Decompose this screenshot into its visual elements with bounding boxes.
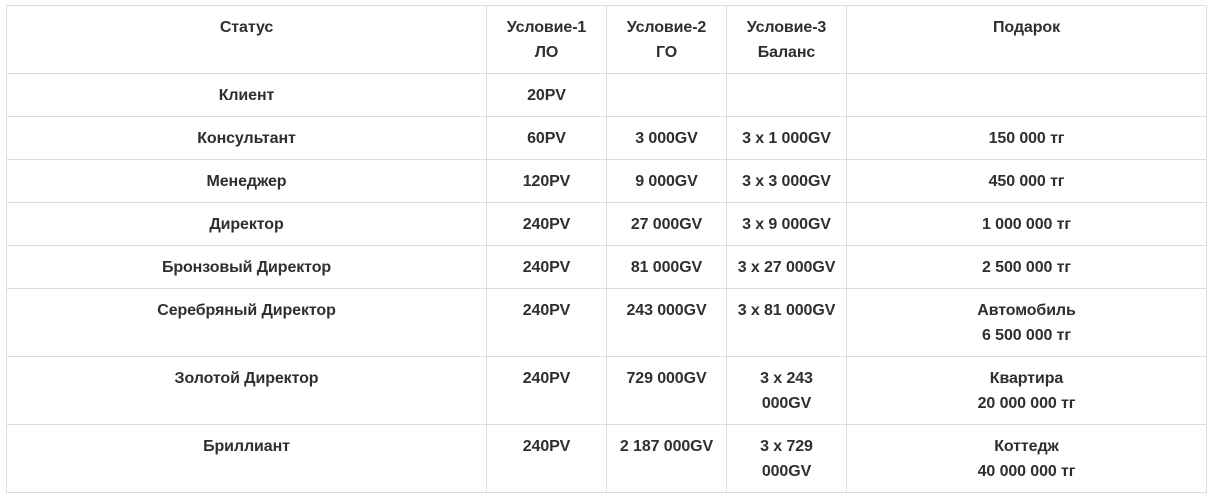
- cell-status: Консультант: [6, 116, 487, 160]
- header-gift-label: Подарок: [993, 19, 1060, 36]
- cell-gift: 1 000 000 тг: [846, 202, 1207, 246]
- cell-condition-2: [606, 73, 727, 117]
- cell-condition-3-line1: 3 x 27 000GV: [737, 259, 836, 276]
- table-row: Серебряный Директор 240PV 243 000GV 3 x …: [6, 288, 1207, 357]
- cell-condition-3: 3 x 3 000GV: [726, 159, 847, 203]
- cell-condition-3-line1: 3 x 3 000GV: [742, 173, 831, 190]
- cell-gift: Коттедж 40 000 000 тг: [846, 424, 1207, 493]
- cell-condition-2: 729 000GV: [606, 356, 727, 425]
- header-condition-3-title: Условие-3: [746, 19, 827, 36]
- cell-gift-line2: 20 000 000 тг: [977, 395, 1076, 412]
- cell-condition-1: 240PV: [486, 202, 607, 246]
- cell-gift: 150 000 тг: [846, 116, 1207, 160]
- cell-status: Бриллиант: [6, 424, 487, 493]
- cell-gift-line1: 1 000 000 тг: [982, 216, 1071, 233]
- cell-condition-1: 240PV: [486, 245, 607, 289]
- cell-condition-3: 3 x 9 000GV: [726, 202, 847, 246]
- cell-status: Менеджер: [6, 159, 487, 203]
- cell-condition-3: 3 x 729 000GV: [726, 424, 847, 493]
- cell-gift-line1: Квартира: [989, 370, 1064, 387]
- cell-condition-1: 60PV: [486, 116, 607, 160]
- cell-condition-3-line2: 000GV: [761, 463, 812, 480]
- header-gift: Подарок: [846, 5, 1207, 74]
- cell-gift-line1: 150 000 тг: [988, 130, 1065, 147]
- cell-condition-1: 120PV: [486, 159, 607, 203]
- cell-gift-line1: 450 000 тг: [988, 173, 1065, 190]
- cell-status: Серебряный Директор: [6, 288, 487, 357]
- header-condition-3: Условие-3 Баланс: [726, 5, 847, 74]
- cell-condition-3: 3 x 1 000GV: [726, 116, 847, 160]
- header-status-label: Статус: [219, 19, 274, 36]
- header-condition-1: Условие-1 ЛО: [486, 5, 607, 74]
- cell-status: Бронзовый Директор: [6, 245, 487, 289]
- cell-condition-3-line1: 3 x 9 000GV: [742, 216, 831, 233]
- cell-condition-2: 2 187 000GV: [606, 424, 727, 493]
- cell-condition-3-line1: 3 x 81 000GV: [737, 302, 836, 319]
- table-row: Золотой Директор 240PV 729 000GV 3 x 243…: [6, 356, 1207, 425]
- header-condition-2: Условие-2 ГО: [606, 5, 727, 74]
- table-row: Бронзовый Директор 240PV 81 000GV 3 x 27…: [6, 245, 1207, 289]
- header-condition-2-title: Условие-2: [626, 19, 707, 36]
- cell-condition-2: 243 000GV: [606, 288, 727, 357]
- cell-condition-2: 3 000GV: [606, 116, 727, 160]
- cell-gift-line1: 2 500 000 тг: [982, 259, 1071, 276]
- cell-condition-3-line2: 000GV: [761, 395, 812, 412]
- table-row: Бриллиант 240PV 2 187 000GV 3 x 729 000G…: [6, 424, 1207, 493]
- cell-gift: 2 500 000 тг: [846, 245, 1207, 289]
- table-row: Клиент 20PV: [6, 73, 1207, 117]
- cell-gift: 450 000 тг: [846, 159, 1207, 203]
- cell-condition-1: 240PV: [486, 424, 607, 493]
- cell-condition-1: 240PV: [486, 288, 607, 357]
- cell-status: Директор: [6, 202, 487, 246]
- cell-gift-line1: Автомобиль: [977, 302, 1076, 319]
- cell-gift-line1: Коттедж: [994, 438, 1059, 455]
- status-table: Статус Условие-1 ЛО Условие-2 ГО Условие…: [6, 5, 1207, 493]
- cell-status: Клиент: [6, 73, 487, 117]
- page: Статус Условие-1 ЛО Условие-2 ГО Условие…: [6, 5, 1207, 493]
- cell-condition-3: [726, 73, 847, 117]
- cell-condition-3-line1: 3 x 1 000GV: [742, 130, 831, 147]
- cell-condition-3: 3 x 81 000GV: [726, 288, 847, 357]
- header-condition-1-subtitle: ЛО: [534, 44, 559, 61]
- table-header-row: Статус Условие-1 ЛО Условие-2 ГО Условие…: [6, 5, 1207, 74]
- cell-gift: [846, 73, 1207, 117]
- cell-gift: Квартира 20 000 000 тг: [846, 356, 1207, 425]
- header-condition-3-subtitle: Баланс: [757, 44, 816, 61]
- cell-condition-3: 3 x 27 000GV: [726, 245, 847, 289]
- table-row: Директор 240PV 27 000GV 3 x 9 000GV 1 00…: [6, 202, 1207, 246]
- cell-gift-line2: 6 500 000 тг: [982, 327, 1071, 344]
- cell-condition-3-line1: 3 x 243: [760, 370, 813, 387]
- cell-condition-3: 3 x 243 000GV: [726, 356, 847, 425]
- cell-condition-2: 27 000GV: [606, 202, 727, 246]
- cell-gift-line2: 40 000 000 тг: [977, 463, 1076, 480]
- header-status: Статус: [6, 5, 487, 74]
- cell-condition-3-line1: 3 x 729: [760, 438, 813, 455]
- cell-condition-1: 240PV: [486, 356, 607, 425]
- cell-condition-2: 81 000GV: [606, 245, 727, 289]
- header-condition-2-subtitle: ГО: [655, 44, 678, 61]
- cell-condition-1: 20PV: [486, 73, 607, 117]
- cell-status: Золотой Директор: [6, 356, 487, 425]
- cell-condition-2: 9 000GV: [606, 159, 727, 203]
- header-condition-1-title: Условие-1: [506, 19, 587, 36]
- table-row: Менеджер 120PV 9 000GV 3 x 3 000GV 450 0…: [6, 159, 1207, 203]
- cell-gift: Автомобиль 6 500 000 тг: [846, 288, 1207, 357]
- table-row: Консультант 60PV 3 000GV 3 x 1 000GV 150…: [6, 116, 1207, 160]
